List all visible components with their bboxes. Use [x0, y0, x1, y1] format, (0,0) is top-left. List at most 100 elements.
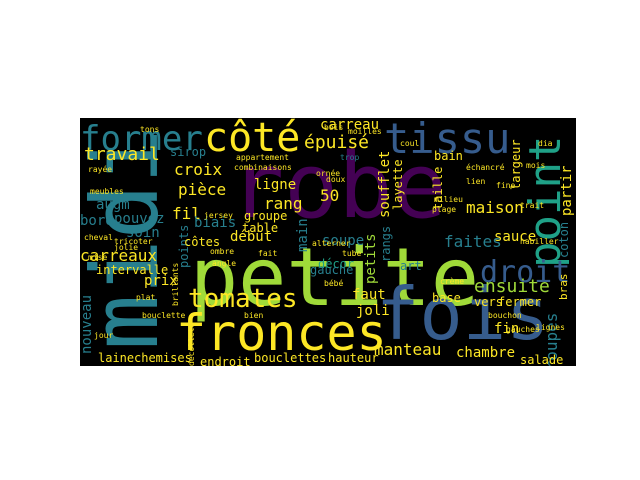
cloud-word: tons: [140, 125, 160, 134]
cloud-word: appartement: [236, 153, 289, 162]
cloud-word: chemises: [134, 351, 192, 365]
cloud-word: rayée: [88, 165, 113, 174]
cloud-word: fin: [494, 321, 520, 337]
cloud-word: soupe: [322, 233, 365, 249]
cloud-word: habiller: [520, 237, 559, 246]
cloud-word: alterner: [312, 239, 351, 248]
cloud-word: biais: [194, 215, 237, 231]
cloud-word: sirop: [170, 145, 207, 159]
word-cloud: robe petite fois midi fronces tissu point côté f…: [80, 118, 576, 366]
cloud-word: doux: [326, 175, 346, 184]
cloud-word: bain: [434, 149, 463, 163]
cloud-word: rangs: [379, 225, 393, 262]
cloud-word: pièce: [178, 180, 227, 199]
cloud-word: brillants: [171, 262, 180, 306]
cloud-word: lignes: [536, 323, 565, 332]
cloud-word: droit: [480, 255, 571, 290]
cloud-word: faites: [444, 232, 502, 251]
cloud-word: manteau: [374, 340, 442, 359]
cloud-word: main: [295, 218, 311, 252]
cloud-word: laine: [98, 351, 135, 365]
cloud-word: maison: [466, 198, 524, 217]
cloud-word: chambre: [456, 345, 516, 361]
cloud-word: décor: [318, 257, 355, 271]
cloud-word: pouvez: [114, 211, 165, 227]
cloud-word: jolie: [114, 243, 139, 252]
cloud-word: angle: [212, 259, 237, 268]
cloud-word: base: [432, 291, 461, 305]
cloud-word: ensuite: [474, 276, 550, 297]
cloud-word: ligne: [254, 177, 297, 193]
cloud-word: ombre: [210, 247, 235, 256]
cloud-word: bouclette: [142, 311, 186, 320]
cloud-word: bord: [80, 213, 114, 229]
cloud-word: côtes: [184, 235, 221, 249]
cloud-word: salade: [520, 353, 564, 366]
cloud-word: meubles: [90, 187, 124, 196]
cloud-word: tissu: [384, 118, 511, 163]
cloud-word: petite: [190, 231, 479, 324]
cloud-word: vers: [474, 295, 503, 309]
cloud-word: tricoter: [114, 237, 153, 246]
cloud-word: tomates: [188, 284, 298, 314]
cloud-word: fronces: [176, 304, 387, 362]
cloud-word: carreaux: [80, 246, 158, 265]
cloud-word: table: [242, 221, 279, 235]
cloud-word: art: [400, 259, 422, 273]
cloud-word: ornée: [316, 169, 341, 178]
cloud-word: fait: [258, 249, 278, 258]
cloud-word: groupe: [244, 209, 288, 223]
cloud-word: prix: [144, 273, 178, 289]
cloud-word: bouclettes: [254, 351, 327, 365]
cloud-word: bois: [324, 123, 344, 132]
cloud-word: soufflet: [377, 150, 393, 218]
cloud-word: gauches: [506, 325, 540, 334]
cloud-word: former: [80, 119, 203, 159]
cloud-word: bébé: [324, 279, 344, 288]
cloud-word: fil: [172, 204, 201, 223]
cloud-word: début: [230, 229, 273, 245]
cloud-word: tube: [342, 249, 362, 258]
cloud-word: mise: [88, 253, 108, 262]
cloud-word: layette: [391, 159, 405, 210]
cloud-word: sauce: [494, 229, 537, 245]
cloud-word: bras: [557, 273, 570, 301]
cloud-word: travail: [84, 144, 160, 165]
cloud-word: rang: [264, 194, 303, 213]
cloud-word: lien: [466, 177, 486, 186]
cloud-word: plat: [136, 293, 156, 302]
cloud-word: fine: [496, 181, 516, 190]
cloud-word: trop: [340, 153, 360, 162]
cloud-word: petits: [363, 233, 379, 284]
cloud-word: jour: [94, 331, 114, 340]
cloud-word: faut: [352, 287, 386, 303]
cloud-word: trait: [520, 201, 545, 210]
cloud-word: plage: [432, 205, 457, 214]
cloud-word: hauteur: [328, 351, 379, 365]
cloud-word: soin: [126, 225, 160, 241]
cloud-word: intervalle: [96, 263, 169, 277]
cloud-word: côté: [204, 118, 301, 161]
cloud-word: croix: [174, 160, 223, 179]
cloud-word: milieu: [434, 195, 463, 204]
cloud-word: coul: [400, 139, 420, 148]
cloud-word: dia: [538, 139, 553, 148]
cloud-word: crème: [440, 277, 465, 286]
cloud-word: endroit: [200, 355, 251, 366]
cloud-word: 50: [320, 186, 340, 205]
cloud-word: bien: [244, 311, 264, 320]
cloud-word: coton: [557, 221, 571, 258]
cloud-word: robe: [230, 134, 447, 239]
cloud-word: augm: [96, 197, 130, 213]
cloud-word: combinaisons: [234, 163, 292, 172]
cloud-word: fermer: [498, 295, 542, 309]
cloud-word: mois: [526, 161, 546, 170]
cloud-word: partir: [559, 165, 575, 216]
cloud-word: jersey: [204, 211, 233, 220]
cloud-word: bouchon: [488, 311, 522, 320]
cloud-word: échancré: [466, 163, 505, 172]
cloud-word: moilles: [348, 127, 382, 136]
cloud-word: épuisé: [304, 132, 370, 153]
cloud-word: cheval: [84, 233, 113, 242]
